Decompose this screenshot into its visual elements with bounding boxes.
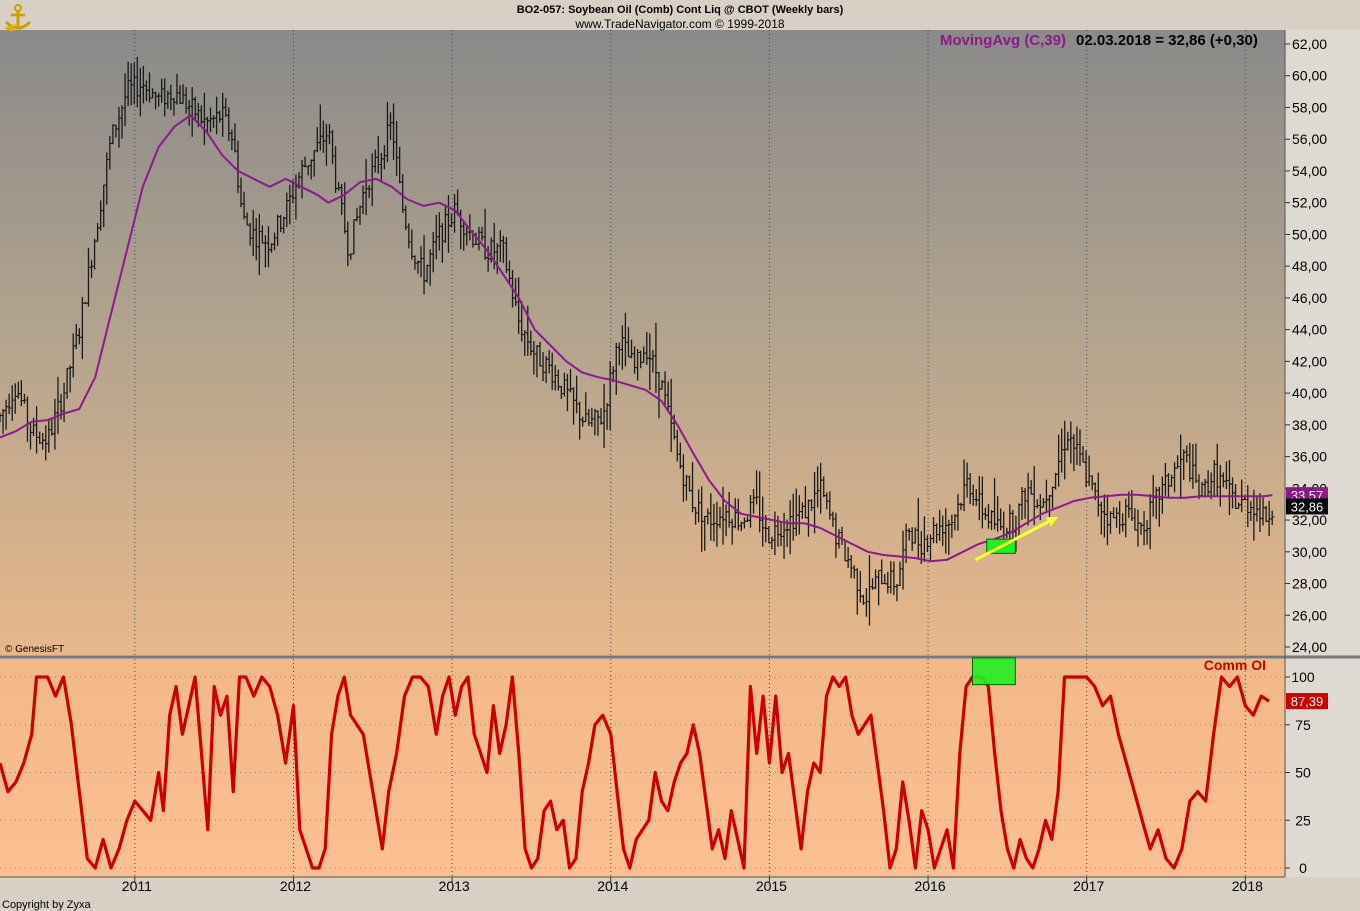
x-tick-label: 2012 (280, 878, 311, 894)
x-tick-label: 2016 (914, 878, 945, 894)
price-tick-label: 46,00 (1292, 290, 1327, 306)
moving-average-group (0, 114, 1273, 563)
date-axis-ticks: 2011 2012 2013 2014 2015 2016 2017 2018 (122, 877, 1263, 894)
trend-arrow-line (974, 518, 1053, 562)
oi-tick-label: 25 (1295, 812, 1311, 828)
price-tick-label: 26,00 (1292, 607, 1327, 623)
oi-axis-ticks: 100 75 50 25 0 (1285, 669, 1315, 876)
oi-badge-label: 87,39 (1291, 694, 1324, 709)
oi-tick-label: 75 (1295, 717, 1311, 733)
price-tick-label: 60,00 (1292, 68, 1327, 84)
price-tick-label: 32,00 (1292, 512, 1327, 528)
price-tick-label: 38,00 (1292, 417, 1327, 433)
price-tick-label: 56,00 (1292, 131, 1327, 147)
price-tick-label: 52,00 (1292, 195, 1327, 211)
oi-tick-label: 0 (1299, 860, 1307, 876)
axis-area-background (1285, 30, 1360, 877)
price-panel-background (0, 30, 1285, 655)
price-axis-ticks: 62,00 60,00 58,00 56,00 54,00 52,00 50,00 48,00… (1285, 36, 1327, 655)
oi-legend: Comm OI (1204, 657, 1266, 673)
watermark: © GenesisFT (5, 644, 64, 655)
price-badge (1286, 498, 1328, 515)
chart-title: BO2-057: Soybean Oil (Comb) Cont Liq @ C… (517, 4, 844, 16)
anchor-logo-icon (4, 4, 32, 32)
price-bars (0, 56, 1275, 626)
copyright-text: Copyright by Zyxa (2, 899, 92, 911)
price-badge-label: 32,86 (1291, 499, 1324, 514)
comm-oi-line (0, 675, 1270, 870)
oi-tick-label: 50 (1295, 765, 1311, 781)
chart-subtitle: www.TradeNavigator.com © 1999-2018 (574, 17, 784, 31)
x-tick-label: 2011 (122, 878, 152, 894)
price-grid (134, 30, 1246, 655)
price-tick-label: 54,00 (1292, 163, 1327, 179)
price-tick-label: 62,00 (1292, 36, 1327, 52)
comm-oi-group (0, 675, 1270, 870)
x-tick-label: 2015 (756, 878, 787, 894)
x-tick-label: 2014 (597, 878, 628, 894)
price-tick-label: 24,00 (1292, 639, 1327, 655)
price-tick-label: 40,00 (1292, 385, 1327, 401)
price-tick-label: 58,00 (1292, 99, 1327, 115)
x-tick-label: 2017 (1073, 878, 1104, 894)
oi-tick-label: 100 (1291, 669, 1315, 685)
indicator-readout-value: 02.03.2018 = 32,86 (+0,30) (1076, 32, 1258, 49)
price-tick-label: 44,00 (1292, 322, 1327, 338)
x-tick-label: 2018 (1232, 878, 1263, 894)
moving-average-line (0, 114, 1273, 563)
price-tick-label: 48,00 (1292, 258, 1327, 274)
price-tick-label: 30,00 (1292, 544, 1327, 560)
oi-badge (1286, 693, 1328, 710)
oi-highlight-box (971, 657, 1016, 686)
price-tick-label: 28,00 (1292, 576, 1327, 592)
indicator-readout-name: MovingAvg (C,39) (940, 32, 1066, 49)
price-tick-label: 42,00 (1292, 353, 1327, 369)
price-tick-label: 36,00 (1292, 449, 1327, 465)
annotations (971, 516, 1059, 686)
x-tick-label: 2013 (439, 878, 470, 894)
price-tick-label: 50,00 (1292, 226, 1327, 242)
trend-arrow-head-icon (1046, 516, 1059, 527)
